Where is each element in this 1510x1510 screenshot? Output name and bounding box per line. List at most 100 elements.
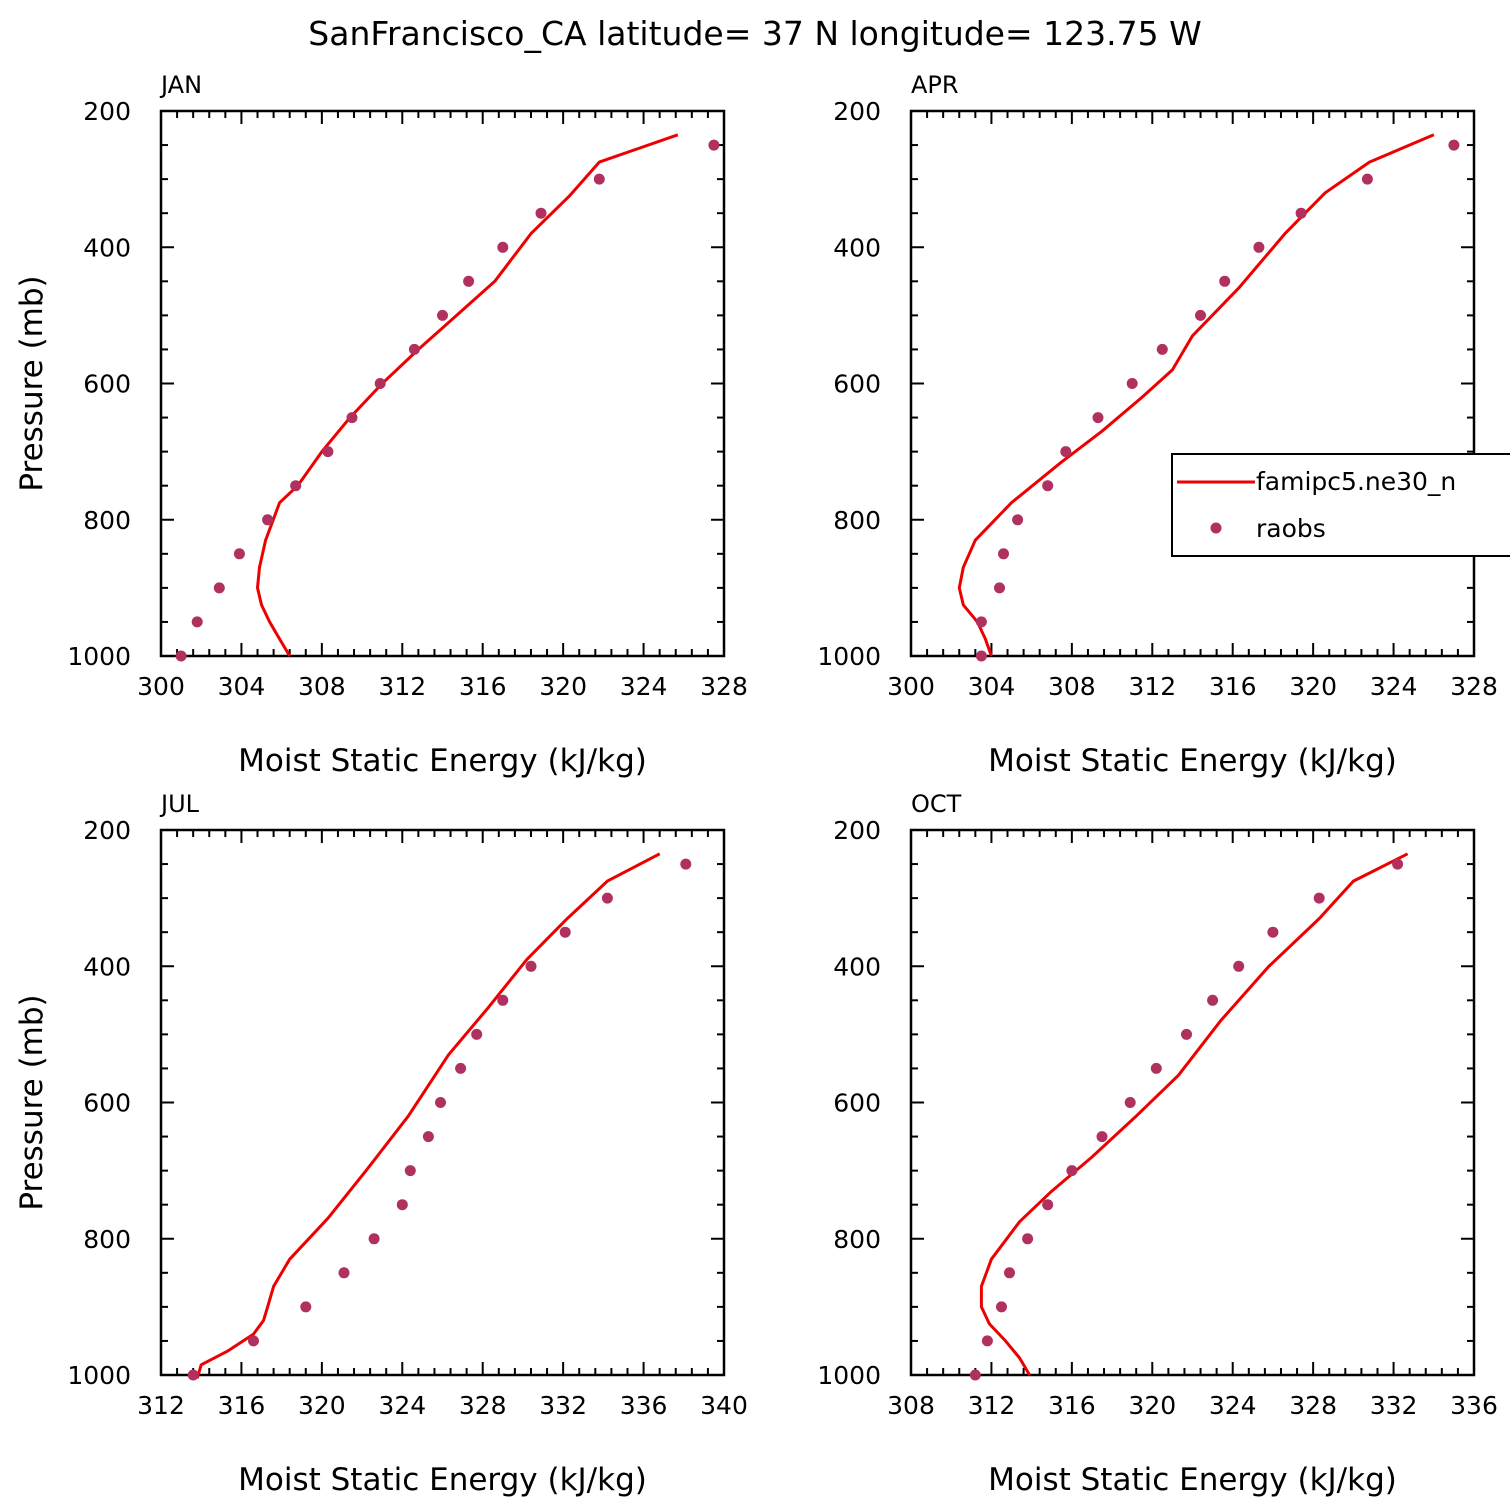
- jan-obs-point: [374, 378, 386, 389]
- panel-oct: 308 312 316 320 324 328 332 336 200 400 600 800 1000…: [817, 790, 1497, 1498]
- jan-y-tick-label: 400: [83, 233, 131, 262]
- oct-obs-point: [1150, 1062, 1162, 1074]
- jan-obs-point: [290, 480, 302, 492]
- jul-obs-point: [248, 1335, 259, 1347]
- jan-obs-point: [437, 309, 448, 321]
- jan-y-axis-label: Pressure (mb): [14, 275, 50, 491]
- apr-obs-point: [994, 582, 1005, 594]
- jul-x-axis-label: Moist Static Energy (kJ/kg): [238, 1462, 647, 1498]
- jan-obs-point: [213, 582, 225, 594]
- oct-obs-point: [1022, 1233, 1034, 1245]
- oct-x-tick-label: 328: [1289, 1391, 1337, 1420]
- oct-panel-label: OCT: [911, 790, 962, 818]
- apr-obs-point: [1295, 207, 1307, 219]
- oct-obs-point: [981, 1335, 993, 1347]
- jan-y-tick-label: 1000: [67, 642, 131, 671]
- jan-obs-point: [175, 650, 187, 662]
- oct-obs-point: [1004, 1267, 1015, 1279]
- jul-obs-point: [680, 858, 692, 870]
- panel-jul: 312 316 320 324 328 332 336 340 200 400 600 800 1000…: [14, 790, 748, 1498]
- apr-x-tick-label: 328: [1450, 672, 1498, 701]
- jul-obs-point: [338, 1267, 350, 1279]
- apr-x-tick-label: 316: [1209, 672, 1257, 701]
- jan-obs-point: [262, 514, 274, 526]
- jan-x-tick-label: 312: [378, 672, 426, 701]
- oct-x-axis-label: Moist Static Energy (kJ/kg): [988, 1462, 1397, 1498]
- apr-y-tick-label: 200: [833, 97, 881, 126]
- apr-obs-point: [1092, 412, 1104, 424]
- figure-title: SanFrancisco_CA latitude= 37 N longitude…: [308, 14, 1201, 53]
- legend: famipc5.ne30_n raobs: [1171, 453, 1510, 557]
- apr-x-tick-label: 312: [1128, 672, 1176, 701]
- jul-x-tick-label: 312: [137, 1391, 185, 1420]
- jan-x-tick-label: 320: [539, 672, 587, 701]
- apr-obs-point: [1060, 446, 1072, 458]
- jul-obs-point: [300, 1301, 312, 1313]
- oct-x-tick-label: 332: [1370, 1391, 1418, 1420]
- legend-obs-marker: [1210, 522, 1222, 534]
- jan-x-axis-label: Moist Static Energy (kJ/kg): [238, 743, 647, 779]
- apr-obs-point: [1448, 139, 1460, 151]
- apr-obs-point: [975, 650, 987, 662]
- oct-obs-point: [1207, 994, 1219, 1006]
- jul-obs-point: [559, 926, 571, 938]
- jan-y-tick-label: 200: [83, 97, 131, 126]
- jul-obs-point: [471, 1028, 483, 1040]
- jul-x-tick-label: 328: [459, 1391, 507, 1420]
- legend-model-label: famipc5.ne30_n: [1256, 467, 1456, 496]
- oct-obs-point: [996, 1301, 1007, 1313]
- apr-obs-point: [1219, 275, 1231, 287]
- jan-model-line: [256, 133, 679, 657]
- oct-obs-point: [1313, 892, 1325, 904]
- jul-obs-point: [455, 1062, 467, 1074]
- jan-obs-point: [408, 343, 420, 355]
- apr-obs-point: [1253, 241, 1265, 253]
- jan-obs-point: [463, 275, 475, 287]
- panel-apr: 300 304 308 312 316 320 324 328 200 400 600 800 1000…: [817, 71, 1497, 779]
- jan-obs-point: [322, 446, 334, 458]
- jul-obs-point: [187, 1369, 199, 1381]
- apr-model-line: [957, 133, 1435, 657]
- oct-x-tick-label: 312: [968, 1391, 1016, 1420]
- apr-obs-point: [1042, 480, 1054, 492]
- oct-obs-point: [1066, 1165, 1078, 1177]
- jul-x-tick-label: 316: [218, 1391, 266, 1420]
- apr-obs-point: [1195, 309, 1206, 321]
- oct-obs-point: [1392, 858, 1404, 870]
- jul-obs-point: [435, 1097, 446, 1108]
- jul-panel-label: JUL: [159, 790, 200, 818]
- apr-obs-point: [998, 548, 1009, 560]
- oct-x-tick-label: 336: [1450, 1391, 1498, 1420]
- apr-x-tick-label: 324: [1370, 672, 1418, 701]
- legend-obs-label: raobs: [1256, 514, 1326, 543]
- jan-obs-point: [708, 139, 720, 151]
- jan-x-tick-label: 328: [700, 672, 748, 701]
- jan-plot-frame: [159, 109, 726, 658]
- apr-obs-point: [1012, 514, 1024, 526]
- apr-x-tick-label: 308: [1048, 672, 1096, 701]
- panel-jan: 300 304 308 312 316 320 324 328 200 400 600 800 1000…: [14, 71, 748, 779]
- apr-y-tick-label: 1000: [817, 642, 881, 671]
- apr-x-tick-label: 304: [968, 672, 1016, 701]
- oct-y-tick-label: 1000: [817, 1361, 881, 1390]
- oct-x-tick-label: 308: [887, 1391, 935, 1420]
- jul-obs-point: [396, 1199, 408, 1211]
- oct-y-tick-label: 600: [833, 1089, 881, 1118]
- oct-obs-point: [1096, 1131, 1108, 1143]
- jan-x-tick-label: 300: [137, 672, 185, 701]
- oct-y-tick-label: 400: [833, 952, 881, 981]
- jul-obs-point: [497, 994, 509, 1006]
- oct-x-tick-label: 320: [1128, 1391, 1176, 1420]
- jul-x-tick-label: 336: [620, 1391, 668, 1420]
- jul-y-tick-label: 400: [83, 952, 131, 981]
- jul-x-tick-label: 324: [378, 1391, 426, 1420]
- jan-obs-point: [233, 548, 245, 560]
- apr-y-tick-label: 400: [833, 233, 881, 262]
- jul-y-tick-label: 800: [83, 1225, 131, 1254]
- legend-box: [1171, 453, 1510, 557]
- apr-x-tick-label: 300: [887, 672, 935, 701]
- oct-obs-point: [1042, 1199, 1054, 1211]
- jul-obs-point: [422, 1131, 434, 1143]
- jan-x-tick-label: 324: [620, 672, 668, 701]
- jul-obs-point: [404, 1165, 416, 1177]
